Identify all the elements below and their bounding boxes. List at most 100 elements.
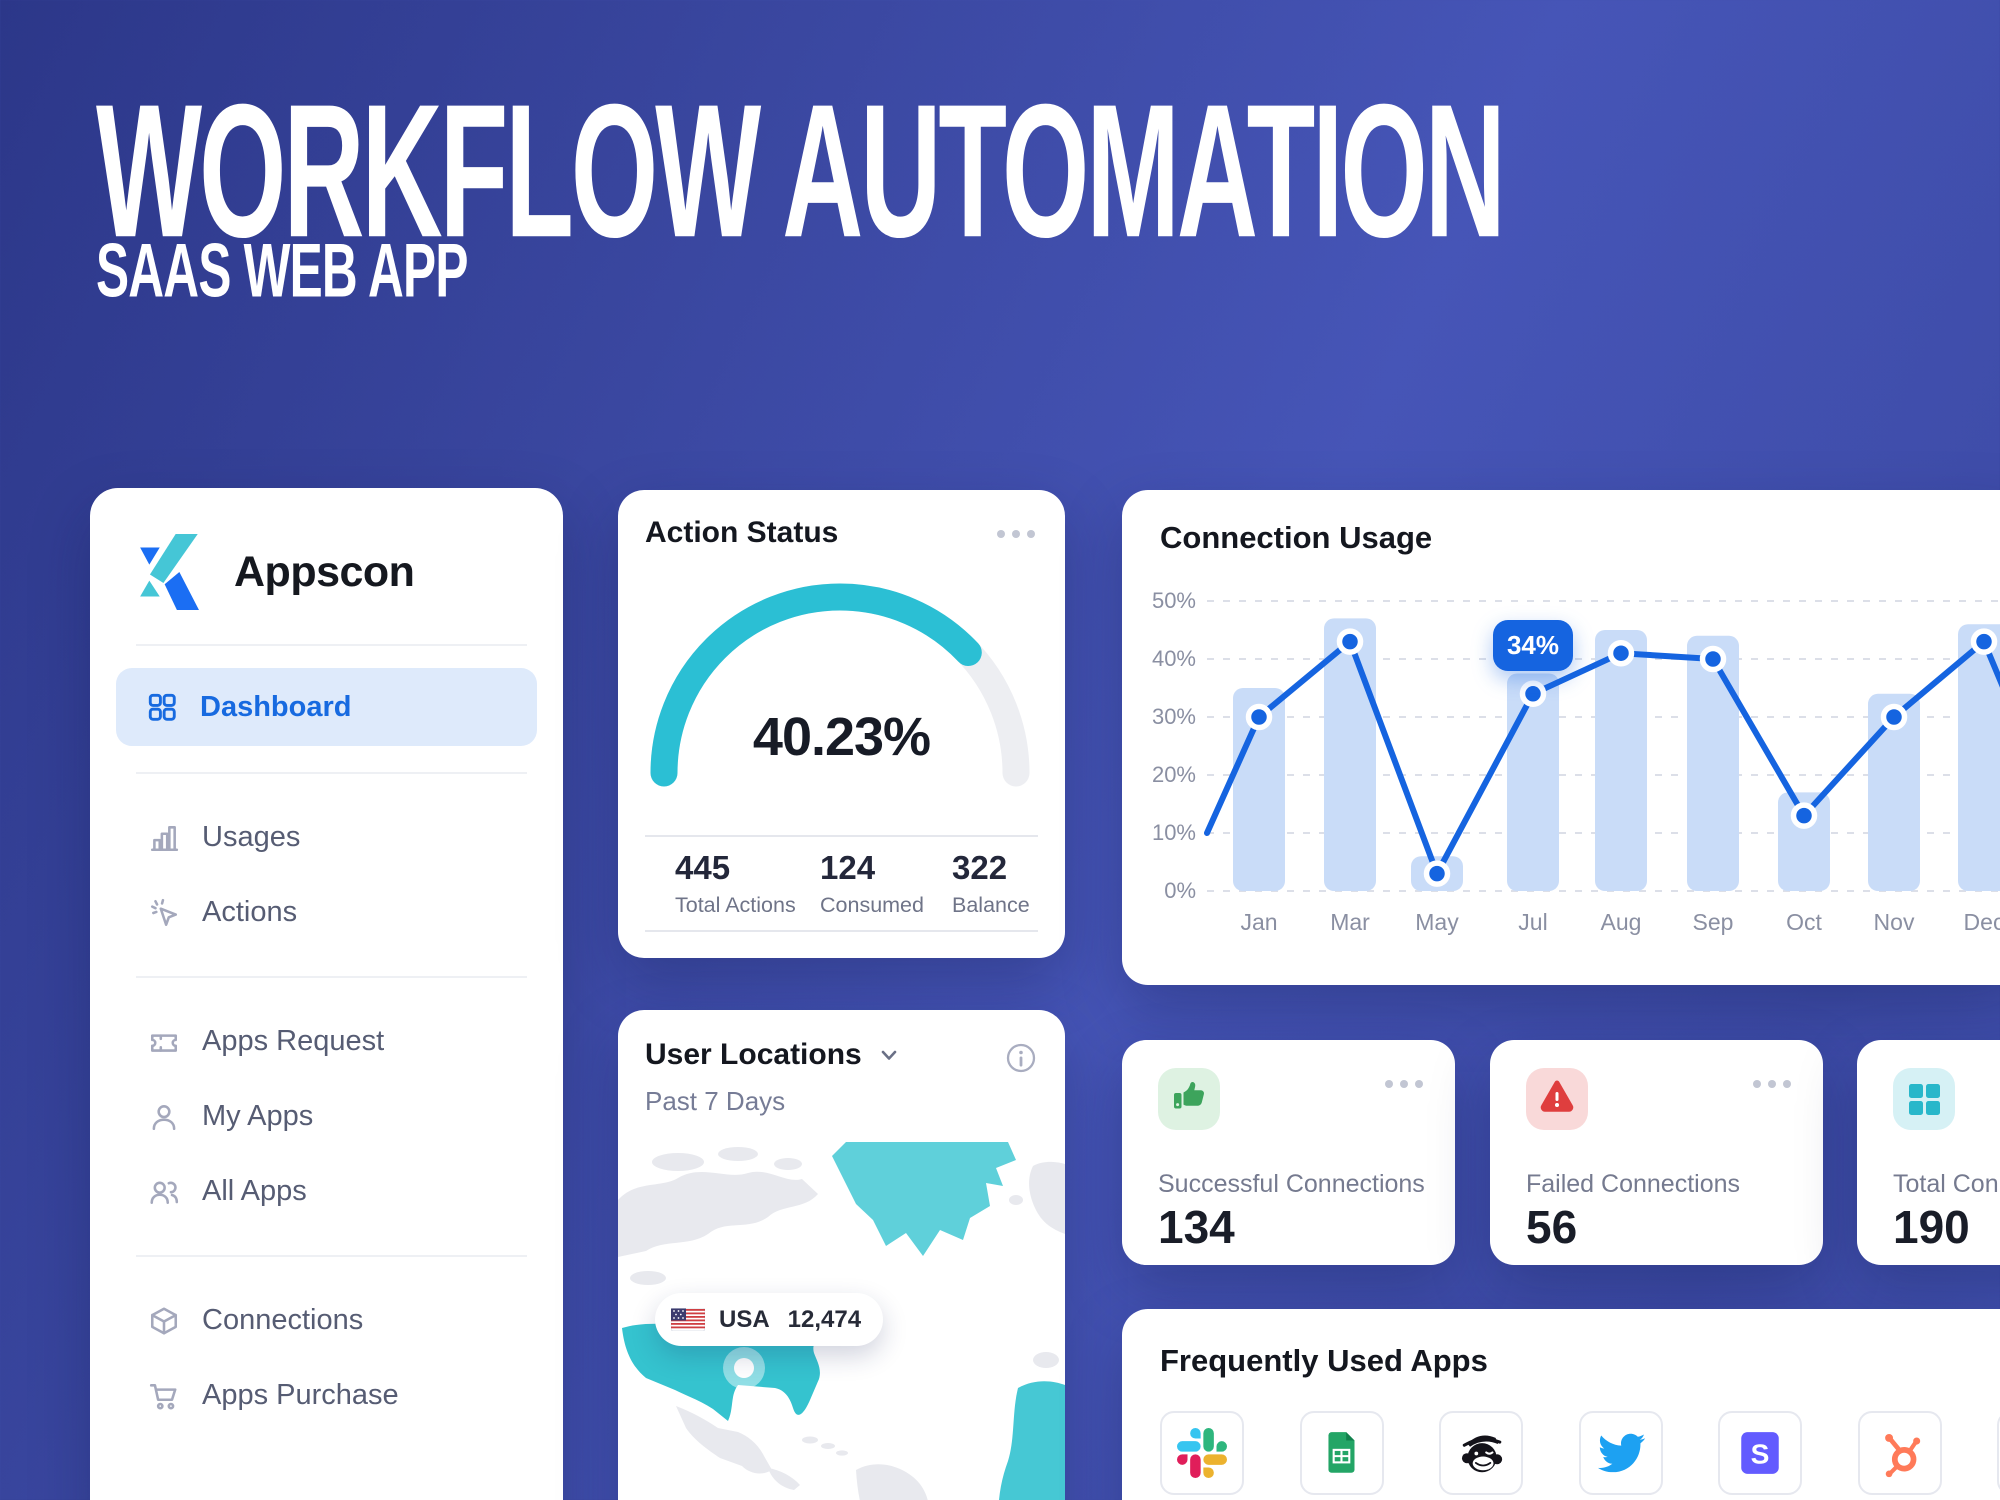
stat-card-label: Successful Connections — [1158, 1170, 1425, 1198]
brand-name: Appscon — [234, 547, 415, 596]
svg-text:0%: 0% — [1164, 878, 1196, 903]
tooltip-value: 12,474 — [787, 1305, 862, 1333]
sidebar-item-my-apps[interactable]: My Apps — [116, 1079, 537, 1154]
stat-card-successful-connections: Successful Connections 134 — [1122, 1040, 1455, 1265]
stat-card-failed-connections: Failed Connections 56 — [1490, 1040, 1823, 1265]
info-icon[interactable] — [1005, 1042, 1037, 1074]
sidebar-item-label: Dashboard — [200, 690, 352, 723]
sidebar-item-usages[interactable]: Usages — [116, 800, 537, 875]
grid-squares-icon — [1893, 1068, 1955, 1130]
sidebar-item-label: All Apps — [202, 1175, 307, 1207]
point-Oct — [1790, 802, 1818, 829]
svg-text:40%: 40% — [1152, 646, 1196, 671]
sidebar-item-label: Actions — [202, 896, 298, 928]
stat-card-value: 56 — [1526, 1201, 1578, 1253]
app-tile-hubspot[interactable] — [1857, 1411, 1942, 1495]
chart-tooltip: 34% — [1493, 620, 1573, 671]
app-tile-twitter[interactable] — [1578, 1411, 1663, 1495]
app-tile-mailchimp[interactable] — [1439, 1411, 1523, 1495]
svg-text:Jul: Jul — [1518, 909, 1547, 935]
svg-text:May: May — [1415, 909, 1459, 935]
svg-text:50%: 50% — [1152, 588, 1196, 613]
map-tooltip[interactable]: USA 12,474 — [655, 1293, 884, 1346]
stat-card-total-connections: Total Connections 190 — [1857, 1040, 2000, 1265]
bar-Aug — [1595, 630, 1647, 891]
stat-label: Total Actions — [675, 893, 796, 917]
svg-text:Sep: Sep — [1693, 909, 1734, 935]
sidebar-item-all-apps[interactable]: All Apps — [116, 1154, 537, 1229]
stat-card-value: 190 — [1893, 1201, 1970, 1253]
sidebar: Appscon Dashboard Usages Actions Apps Re… — [90, 488, 563, 1500]
cursor-click-icon — [148, 897, 180, 929]
action-status-card: Action Status 40.23% 445 Total Actions 12… — [618, 490, 1065, 958]
map-mexico — [676, 1406, 772, 1474]
bar-Nov — [1868, 693, 1920, 891]
cart-icon — [148, 1380, 180, 1412]
google-sheets-icon — [1317, 1428, 1367, 1478]
users-icon — [148, 1176, 180, 1208]
action-status-menu-dots-icon[interactable] — [997, 530, 1035, 538]
stat-value: 124 — [820, 849, 876, 886]
frequently-used-apps-title: Frequently Used Apps — [1160, 1343, 1488, 1378]
frequently-used-apps-card: Frequently Used Apps S — [1122, 1309, 2000, 1500]
bar-Mar — [1324, 618, 1376, 891]
bar-Sep — [1687, 635, 1739, 891]
sidebar-item-actions[interactable]: Actions — [116, 875, 537, 950]
stat-value: 322 — [952, 849, 1008, 886]
sidebar-item-label: Usages — [202, 821, 301, 853]
stat-card-value: 134 — [1158, 1201, 1235, 1253]
point-Aug — [1607, 639, 1635, 667]
action-status-stats: 445 Total Actions 124 Consumed 322 Balance — [645, 835, 1038, 932]
apps-row: S — [1160, 1411, 2000, 1495]
stat-label: Balance — [952, 893, 1030, 917]
connection-usage-card: Connection Usage 0% 10% 20% 30% 40% 50% Jan Mar… — [1122, 490, 2000, 985]
app-tile-stripe[interactable]: S — [1718, 1411, 1802, 1495]
app-tile-google-sheets[interactable] — [1299, 1411, 1384, 1495]
dashboard-grid-icon — [146, 691, 178, 723]
user-locations-range: Past 7 Days — [645, 1086, 786, 1116]
map-central-america — [768, 1468, 800, 1490]
stripe-icon: S — [1735, 1428, 1785, 1478]
sidebar-item-apps-purchase[interactable]: Apps Purchase — [116, 1358, 537, 1433]
point-Jul — [1519, 680, 1547, 708]
map-africa — [999, 1381, 1065, 1500]
map-europe — [1029, 1161, 1065, 1234]
action-status-gauge — [650, 583, 1030, 787]
sidebar-divider — [136, 1255, 527, 1257]
svg-text:S: S — [1751, 1438, 1770, 1469]
svg-text:30%: 30% — [1152, 704, 1196, 729]
card-menu-dots-icon[interactable] — [1385, 1080, 1423, 1088]
sidebar-item-label: Apps Purchase — [202, 1379, 399, 1411]
connection-usage-chart[interactable]: 0% 10% 20% 30% 40% 50% Jan Mar May Jul Aug Sep Oct No… — [1122, 578, 2000, 978]
page-subtitle: SAAS WEB APP — [96, 229, 468, 314]
svg-text:Jan: Jan — [1240, 909, 1277, 935]
sidebar-divider — [136, 644, 527, 646]
action-stat-consumed: 124 Consumed — [820, 849, 924, 918]
user-locations-title: User Locations — [645, 1038, 862, 1071]
sidebar-item-label: My Apps — [202, 1100, 314, 1132]
user-icon — [148, 1101, 180, 1133]
brand: Appscon — [132, 534, 537, 610]
warning-triangle-icon — [1526, 1068, 1588, 1130]
sidebar-item-apps-request[interactable]: Apps Request — [116, 1004, 537, 1079]
hubspot-icon — [1875, 1428, 1925, 1478]
slack-icon — [1177, 1428, 1227, 1478]
cube-icon — [148, 1305, 180, 1337]
point-Mar — [1336, 628, 1364, 655]
map-greenland — [832, 1142, 1016, 1256]
page-title: WORKFLOW AUTOMATION — [96, 64, 1506, 277]
bar-chart-icon — [148, 822, 180, 854]
svg-text:Oct: Oct — [1786, 909, 1822, 935]
mailchimp-icon — [1456, 1428, 1506, 1478]
svg-text:Nov: Nov — [1874, 909, 1915, 935]
card-menu-dots-icon[interactable] — [1753, 1080, 1791, 1088]
action-stat-total-actions: 445 Total Actions — [675, 849, 796, 918]
gauge-value: 40.23% — [752, 707, 931, 767]
stat-label: Consumed — [820, 893, 924, 917]
point-Nov — [1880, 703, 1908, 731]
sidebar-item-dashboard[interactable]: Dashboard — [116, 668, 537, 746]
sidebar-item-connections[interactable]: Connections — [116, 1283, 537, 1358]
chevron-down-icon[interactable] — [876, 1042, 902, 1068]
app-tile-slack[interactable] — [1160, 1411, 1244, 1495]
sidebar-divider — [136, 976, 527, 978]
